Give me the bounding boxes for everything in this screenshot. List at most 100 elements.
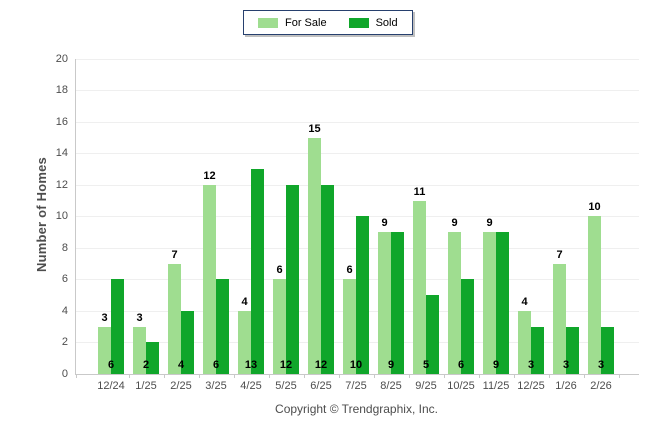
for-sale-value-label: 15 xyxy=(308,123,321,135)
x-axis-tick xyxy=(268,374,270,378)
y-axis-tick-label: 20 xyxy=(55,52,68,65)
x-axis-label: 4/25 xyxy=(240,380,262,392)
for-sale-bar xyxy=(203,185,216,374)
x-axis-tick xyxy=(233,374,235,378)
sold-bar xyxy=(216,279,229,374)
x-axis-tick xyxy=(408,374,410,378)
legend-label-for-sale: For Sale xyxy=(285,16,327,29)
y-axis-tick-label: 2 xyxy=(61,336,68,348)
for-sale-bar xyxy=(448,232,461,374)
for-sale-bar xyxy=(413,201,426,374)
x-axis-label: 2/26 xyxy=(590,380,612,392)
sold-bar xyxy=(251,169,264,374)
sold-bar xyxy=(461,279,474,374)
x-axis-tick xyxy=(198,374,200,378)
sold-value-label: 5 xyxy=(422,359,430,371)
sold-bar xyxy=(496,232,509,374)
sold-value-label: 2 xyxy=(142,359,150,371)
sold-bar xyxy=(111,279,124,374)
x-axis-label: 3/25 xyxy=(205,380,227,392)
x-axis-tick xyxy=(163,374,165,378)
x-axis-tick xyxy=(548,374,550,378)
sold-bar xyxy=(566,327,579,374)
y-axis-tick-label: 10 xyxy=(55,210,68,222)
for-sale-value-label: 10 xyxy=(588,201,601,213)
sold-bar xyxy=(426,295,439,374)
x-axis-label: 6/25 xyxy=(310,380,332,392)
x-axis-label: 9/25 xyxy=(415,380,437,392)
x-axis-tick xyxy=(338,374,340,378)
x-axis-label: 5/25 xyxy=(275,380,297,392)
plot-area: 0 2 4 6 8 10 12 14 16 18 20 3 6 12/24 3 2 1/25 7 4 2/25 12 6 3… xyxy=(56,53,639,392)
for-sale-value-label: 6 xyxy=(276,264,283,276)
sold-value-label: 12 xyxy=(314,359,328,371)
for-sale-bar xyxy=(168,264,181,374)
sold-bar xyxy=(181,311,194,374)
x-axis-tick xyxy=(303,374,305,378)
for-sale-value-label: 9 xyxy=(486,217,493,229)
for-sale-value-label: 3 xyxy=(136,312,143,324)
y-axis-tick-label: 12 xyxy=(55,178,68,191)
sold-value-label: 6 xyxy=(457,359,465,371)
sold-value-label: 10 xyxy=(349,359,363,371)
x-axis-tick xyxy=(76,374,77,378)
for-sale-bar xyxy=(378,232,391,374)
x-axis-label: 1/25 xyxy=(135,380,157,392)
y-axis-tick-label: 4 xyxy=(61,304,68,317)
sold-value-label: 6 xyxy=(107,359,115,371)
sold-bar xyxy=(146,342,159,374)
copyright-text: Copyright © Trendgraphix, Inc. xyxy=(275,402,438,416)
gridline xyxy=(76,90,639,91)
y-axis-tick-label: 0 xyxy=(61,367,68,380)
sold-value-label: 12 xyxy=(279,359,293,371)
for-sale-value-label: 3 xyxy=(101,312,108,324)
sold-bar xyxy=(356,216,369,374)
y-axis-tick-label: 6 xyxy=(61,273,68,285)
for-sale-bar xyxy=(483,232,496,374)
sold-bar xyxy=(321,185,334,374)
y-axis-tick-label: 8 xyxy=(61,241,68,254)
for-sale-bar xyxy=(98,327,111,374)
sold-value-label: 3 xyxy=(527,359,535,371)
x-axis-label: 11/25 xyxy=(482,380,510,392)
x-axis-label: 12/24 xyxy=(97,380,125,392)
x-axis-label: 12/25 xyxy=(517,380,545,392)
x-axis-tick xyxy=(583,374,585,378)
sold-value-label: 6 xyxy=(212,359,220,371)
x-axis-label: 7/25 xyxy=(345,380,367,392)
for-sale-value-label: 9 xyxy=(381,217,388,229)
for-sale-bar xyxy=(588,216,601,374)
x-axis-label: 8/25 xyxy=(380,380,402,392)
y-axis-tick-label: 16 xyxy=(55,115,68,128)
for-sale-value-label: 7 xyxy=(171,249,178,261)
sold-value-label: 13 xyxy=(244,359,258,371)
for-sale-bar xyxy=(308,138,321,374)
for-sale-bar xyxy=(133,327,146,374)
legend: For Sale Sold xyxy=(243,10,413,35)
gridline xyxy=(76,153,639,154)
sold-bar xyxy=(601,327,614,374)
x-axis-tick xyxy=(618,374,620,378)
x-axis-label: 2/25 xyxy=(170,380,192,392)
for-sale-value-label: 7 xyxy=(556,249,563,261)
gridline xyxy=(76,58,639,60)
for-sale-value-label: 4 xyxy=(241,296,248,308)
x-axis-tick xyxy=(128,374,130,378)
for-sale-bar xyxy=(343,279,356,374)
x-axis-tick xyxy=(478,374,480,378)
for-sale-value-label: 6 xyxy=(346,264,353,276)
x-axis-label: 10/25 xyxy=(447,380,475,392)
gridline xyxy=(76,184,639,186)
x-axis-label: 1/26 xyxy=(555,380,577,392)
sold-bar xyxy=(286,185,299,374)
sold-bar xyxy=(391,232,404,374)
sold-value-label: 9 xyxy=(387,359,395,371)
for-sale-bar xyxy=(238,311,251,374)
for-sale-bar xyxy=(273,279,286,374)
sold-value-label: 3 xyxy=(597,359,605,371)
for-sale-value-label: 4 xyxy=(521,296,528,308)
for-sale-bar xyxy=(518,311,531,374)
for-sale-value-label: 9 xyxy=(451,217,458,229)
x-axis-tick xyxy=(443,374,445,378)
